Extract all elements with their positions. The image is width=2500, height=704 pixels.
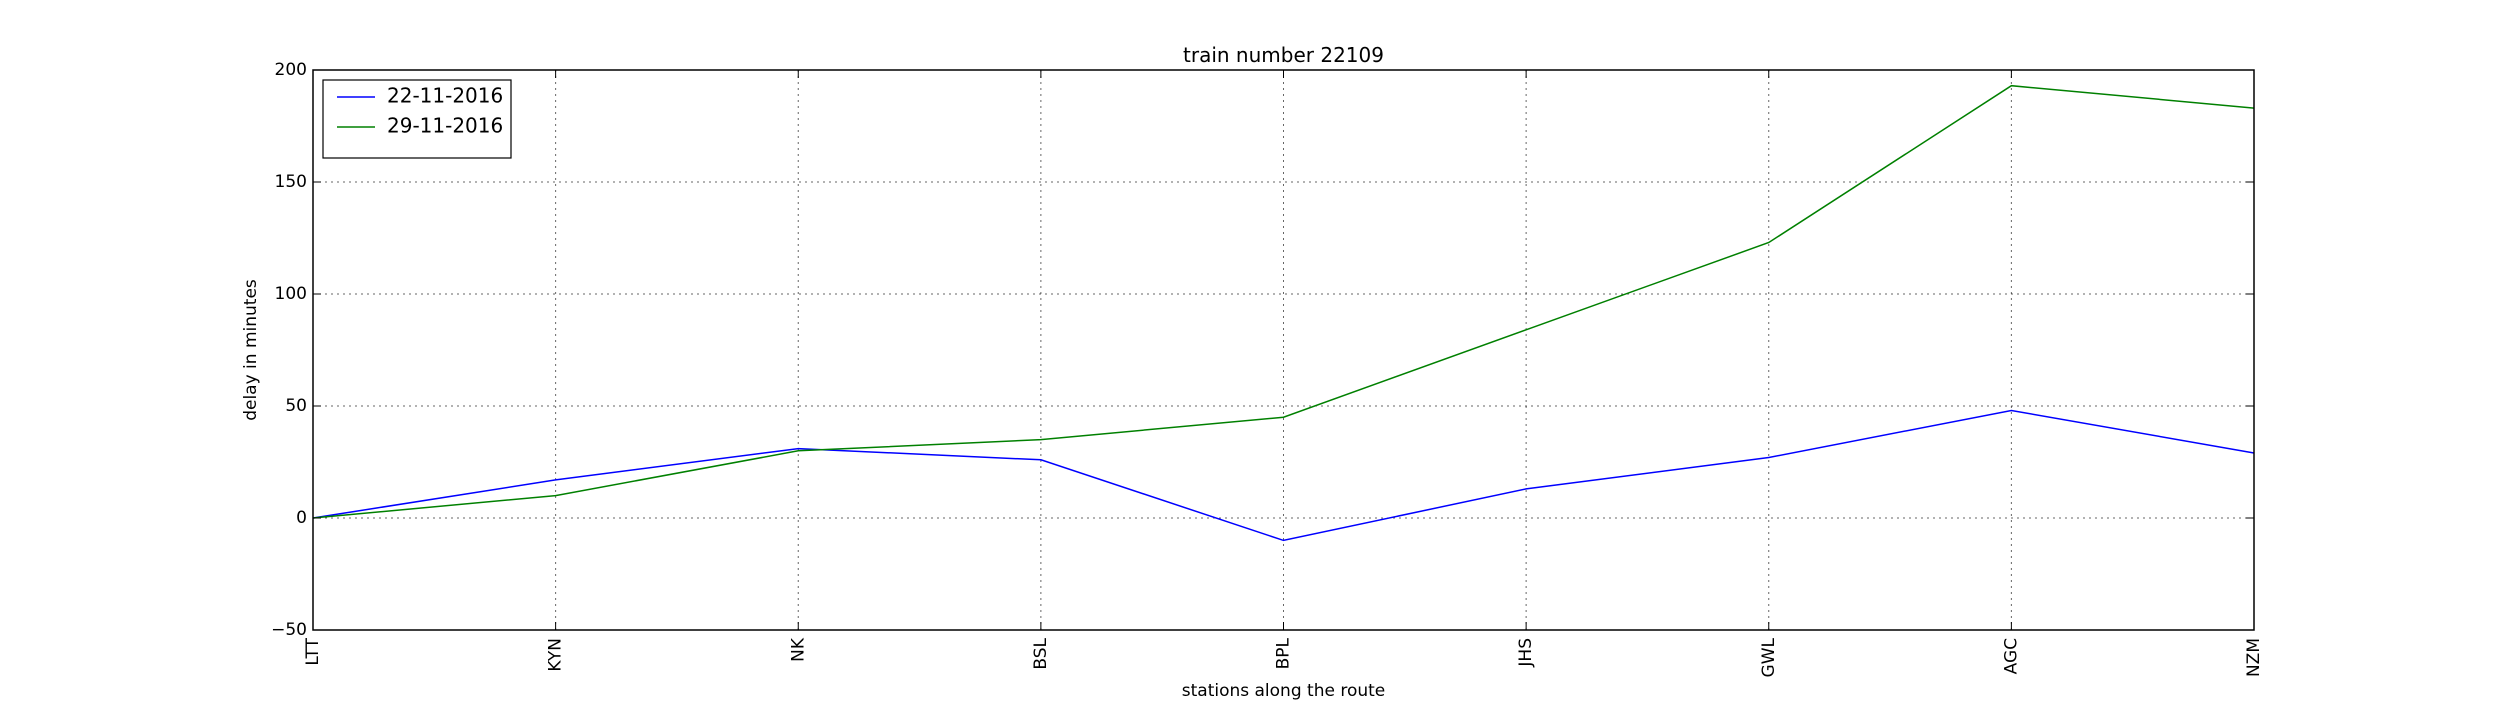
x-tick-label: NZM: [2244, 638, 2264, 677]
y-tick-label: 100: [275, 284, 307, 304]
grid-lines: [312, 69, 2255, 631]
x-tick-label: AGC: [2001, 638, 2021, 674]
legend-box: [322, 79, 512, 159]
y-axis-label: delay in minutes: [241, 279, 261, 421]
x-tick-label: BPL: [1274, 637, 1294, 669]
y-tick-label: 200: [275, 60, 307, 80]
series-lines: [312, 84, 2255, 542]
x-tick-label: LTT: [303, 637, 323, 665]
y-tick-label: 150: [275, 172, 307, 192]
y-tick-label: −50: [271, 620, 307, 640]
x-tick-label: GWL: [1759, 637, 1779, 677]
axis-ticks: LTT KYN NK BSL BPL JHS GWL AGC NZM −50 0 50 100 150 20…: [271, 60, 2264, 677]
legend-label: 29-11-2016: [387, 114, 503, 138]
series-line-2: [312, 84, 2255, 519]
chart-title: train number 22109: [1183, 43, 1384, 67]
x-axis-label: stations along the route: [1182, 681, 1386, 700]
y-tick-label: 50: [285, 396, 307, 416]
x-tick-label: KYN: [546, 638, 566, 672]
series-line-1: [312, 409, 2255, 542]
legend-label: 22-11-2016: [387, 84, 503, 108]
legend: 22-11-2016 29-11-2016: [322, 79, 512, 159]
x-tick-label: NK: [788, 637, 808, 662]
y-tick-label: 0: [296, 508, 307, 528]
x-tick-label: JHS: [1516, 638, 1536, 668]
x-tick-label: BSL: [1031, 637, 1051, 669]
